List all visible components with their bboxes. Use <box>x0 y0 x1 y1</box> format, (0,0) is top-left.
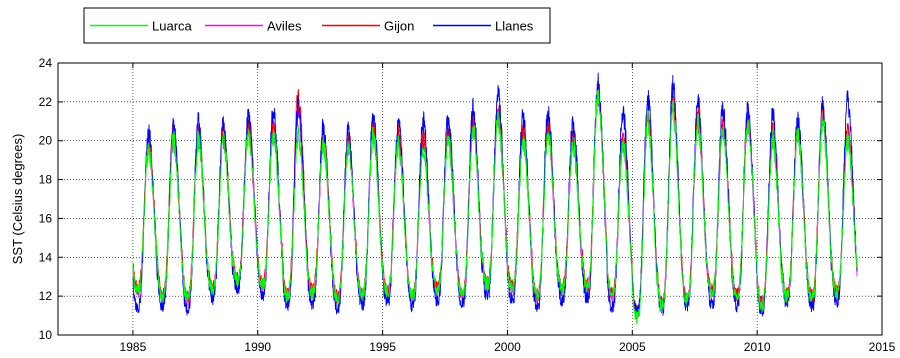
y-tick-label: 12 <box>39 289 53 303</box>
x-tick-label: 2010 <box>744 340 771 354</box>
legend-label: Gijon <box>384 19 414 34</box>
y-tick-labels: 10 12 14 16 18 20 22 24 <box>39 56 53 342</box>
plot-frame <box>57 62 883 336</box>
x-tick-label: 1995 <box>369 340 396 354</box>
legend-label: Aviles <box>267 19 302 34</box>
y-tick-label: 22 <box>39 95 53 109</box>
legend-item-llanes: Llanes <box>433 19 534 34</box>
x-tick-label: 2000 <box>494 340 521 354</box>
y-axis-label: SST (Celsius degrees) <box>10 134 25 265</box>
y-tick-label: 24 <box>39 56 53 70</box>
legend: Luarca Aviles Gijon Llanes <box>83 7 551 44</box>
y-tick-label: 18 <box>39 173 53 187</box>
x-tick-label: 2005 <box>619 340 646 354</box>
x-tick-label: 1990 <box>244 340 271 354</box>
axis-ticks <box>58 62 883 336</box>
legend-item-aviles: Aviles <box>205 19 302 34</box>
y-tick-label: 20 <box>39 134 53 148</box>
y-tick-label: 16 <box>39 211 53 225</box>
legend-label: Luarca <box>152 19 193 34</box>
legend-item-gijon: Gijon <box>322 19 414 34</box>
x-tick-label: 2015 <box>869 340 896 354</box>
series-line-luarca <box>132 89 858 325</box>
x-tick-label: 1985 <box>120 340 147 354</box>
legend-label: Llanes <box>495 19 534 34</box>
y-tick-label: 14 <box>39 250 53 264</box>
y-tick-label: 10 <box>39 328 53 342</box>
plot-area <box>58 63 882 335</box>
legend-item-luarca: Luarca <box>90 19 193 34</box>
x-tick-labels: 1985 1990 1995 2000 2005 2010 2015 <box>120 340 896 354</box>
series-layer <box>132 72 858 325</box>
